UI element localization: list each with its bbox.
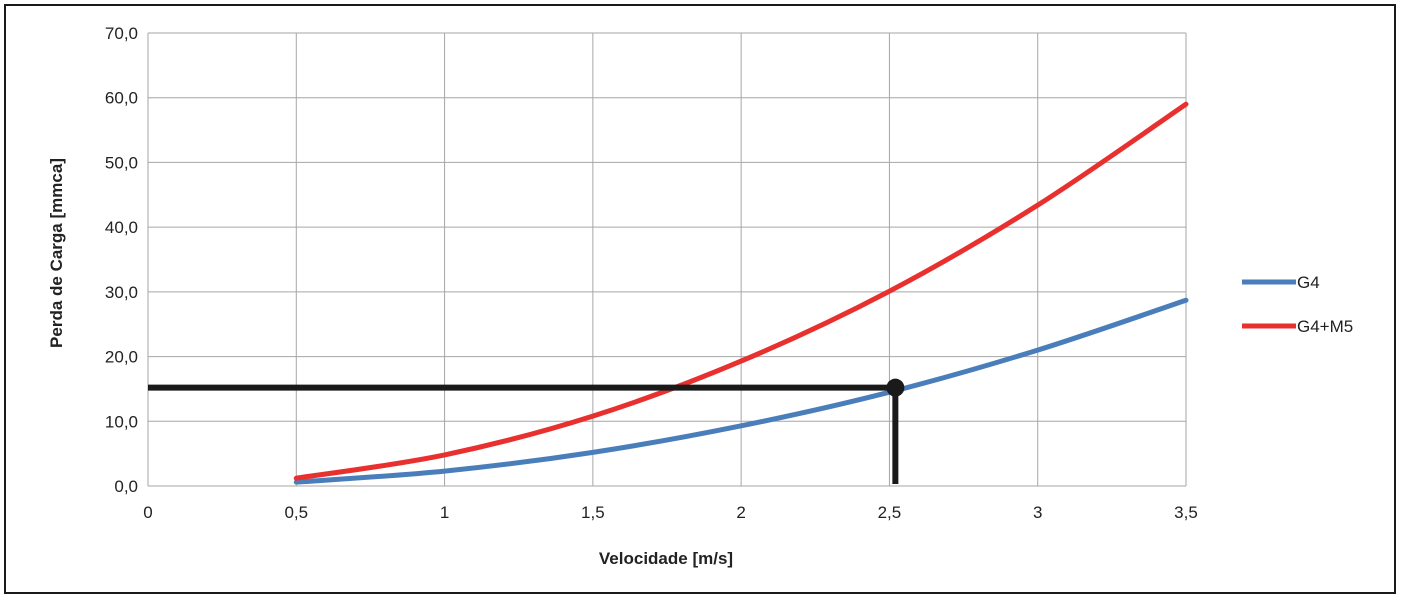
x-tick-labels: 0 0,5 1 1,5 2 2,5 3 3,5 xyxy=(143,503,1198,522)
x-tick-label: 0,5 xyxy=(284,503,308,522)
annotation-layer xyxy=(148,378,905,484)
y-tick-label: 0,0 xyxy=(114,477,138,496)
y-tick-label: 30,0 xyxy=(105,283,138,302)
y-tick-label: 40,0 xyxy=(105,218,138,237)
y-tick-label: 10,0 xyxy=(105,412,138,431)
y-axis-title: Perda de Carga [mmca] xyxy=(47,158,66,348)
x-tick-label: 3 xyxy=(1033,503,1042,522)
annotation-marker xyxy=(886,378,905,397)
y-tick-label: 70,0 xyxy=(105,24,138,43)
x-tick-label: 1,5 xyxy=(581,503,605,522)
legend-label: G4 xyxy=(1297,273,1320,292)
legend-label: G4+M5 xyxy=(1297,317,1353,336)
series-line-g4 xyxy=(293,297,1189,485)
x-tick-label: 3,5 xyxy=(1174,503,1198,522)
legend: G4 G4+M5 xyxy=(1242,273,1353,336)
y-tick-label: 50,0 xyxy=(105,153,138,172)
y-tick-label: 20,0 xyxy=(105,348,138,367)
x-tick-label: 0 xyxy=(143,503,152,522)
x-tick-label: 2,5 xyxy=(878,503,902,522)
chart-frame xyxy=(4,4,1396,594)
x-axis-title: Velocidade [m/s] xyxy=(599,549,733,568)
y-tick-label: 60,0 xyxy=(105,89,138,108)
y-tick-labels: 0,0 10,0 20,0 30,0 40,0 50,0 60,0 70,0 xyxy=(105,24,138,496)
grid-lines xyxy=(147,32,1187,487)
series-layer xyxy=(293,101,1189,485)
x-tick-label: 2 xyxy=(736,503,745,522)
x-tick-label: 1 xyxy=(440,503,449,522)
series-line-g4-m5 xyxy=(293,101,1189,481)
